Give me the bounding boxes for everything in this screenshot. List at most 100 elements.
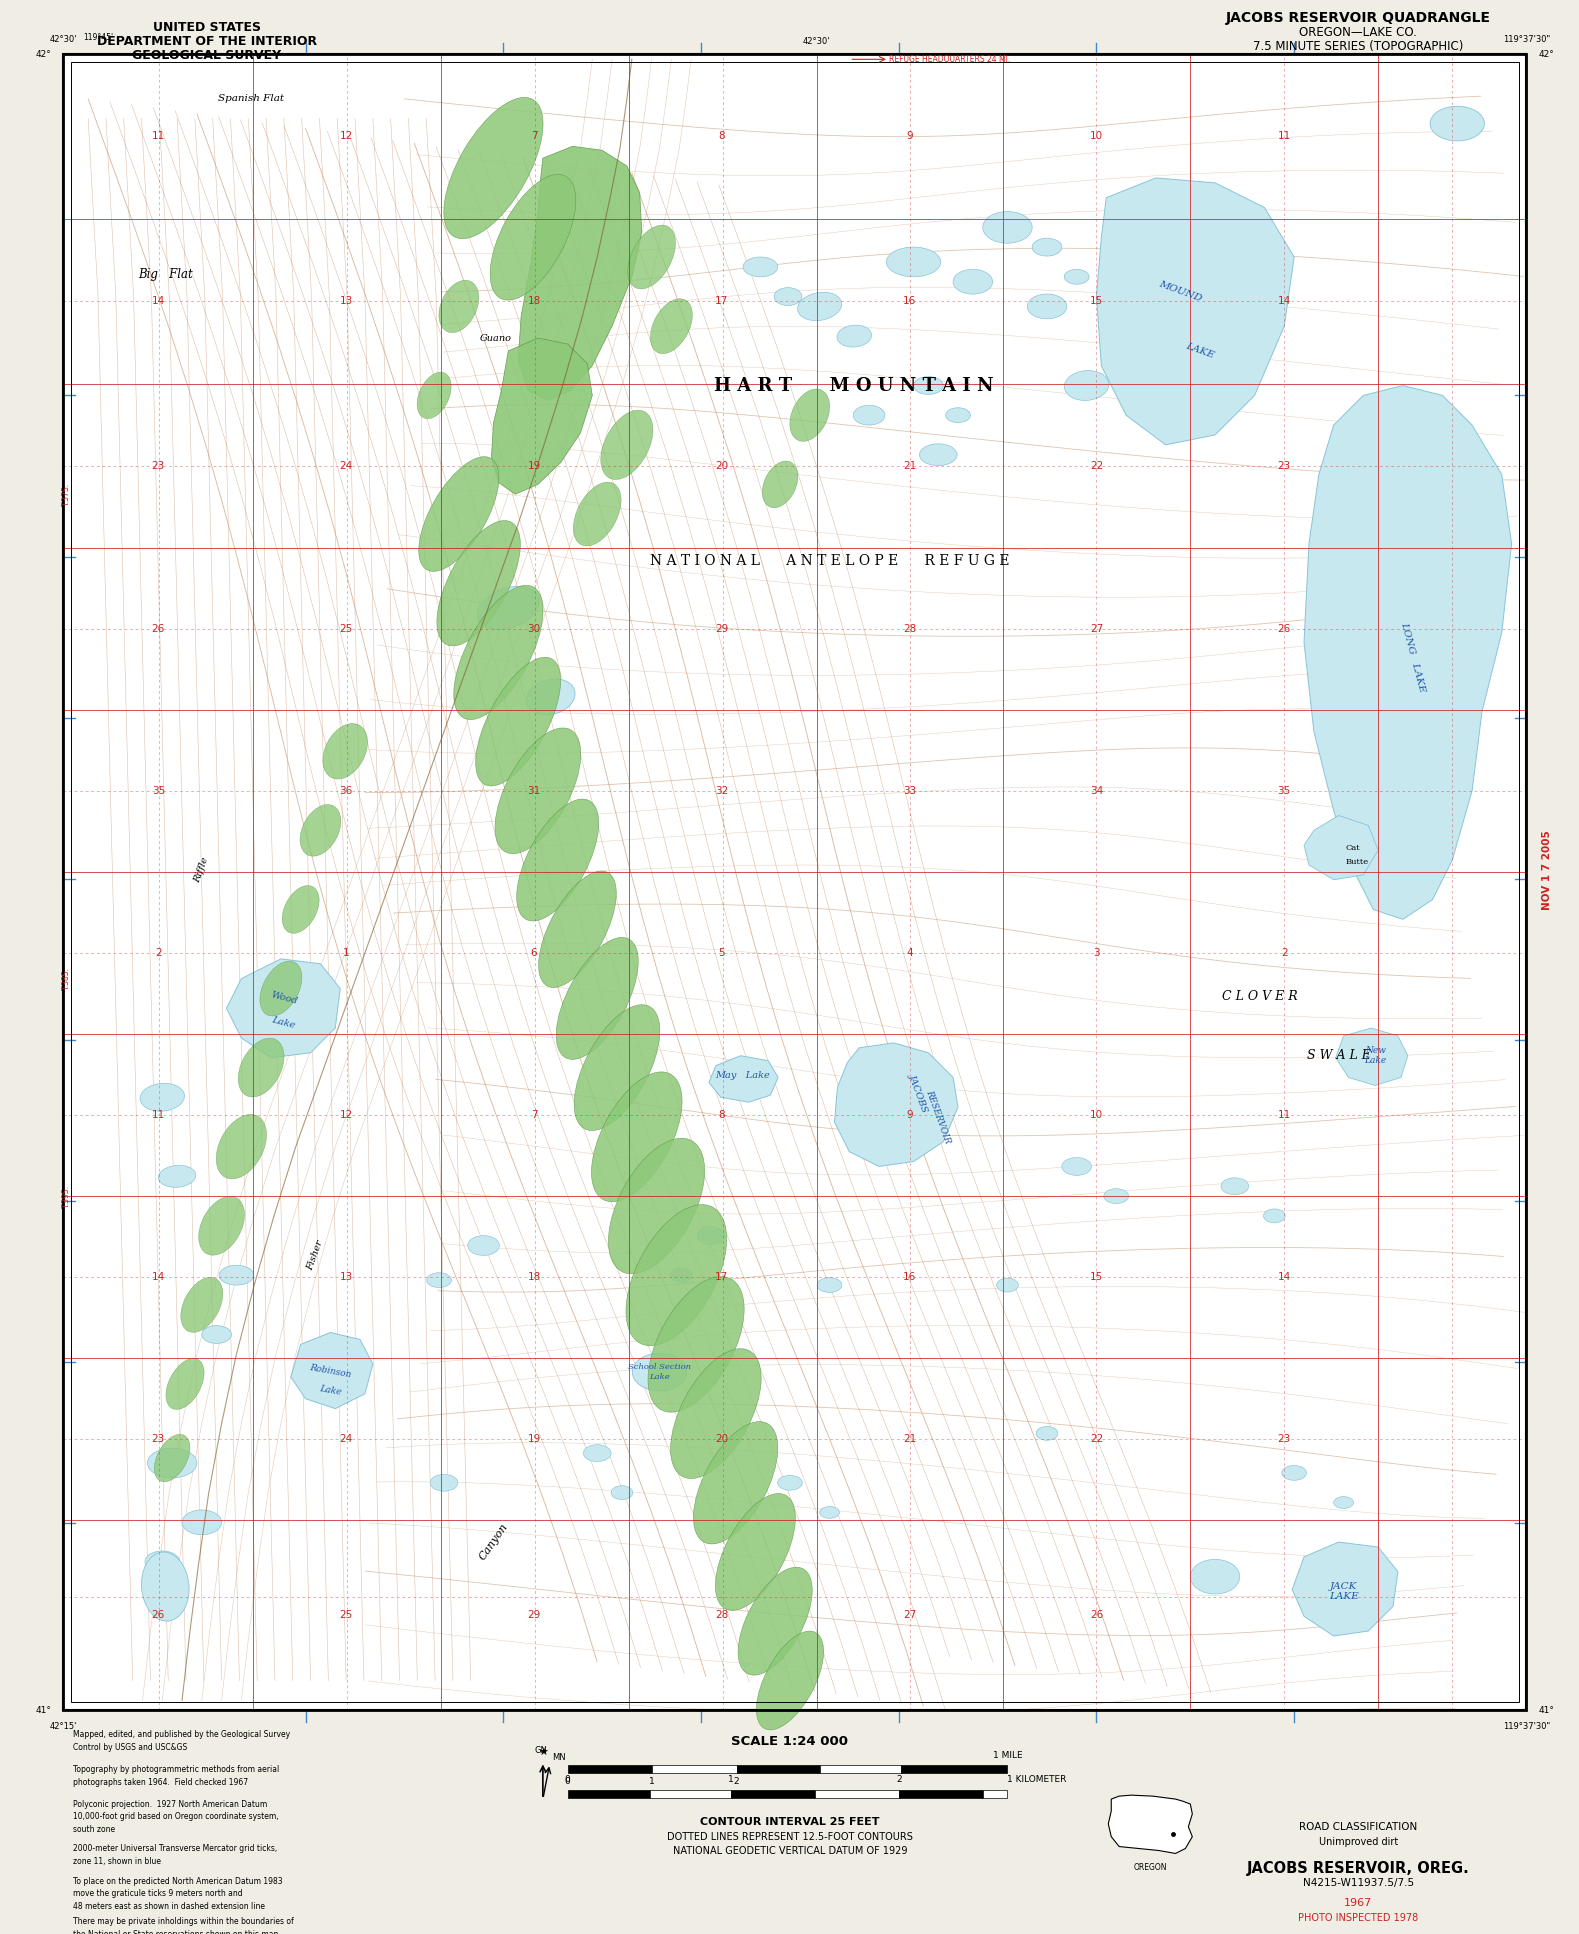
- Text: 16: 16: [903, 1273, 916, 1282]
- Ellipse shape: [982, 211, 1033, 244]
- Text: 35: 35: [1277, 785, 1292, 795]
- Ellipse shape: [853, 406, 884, 425]
- Ellipse shape: [575, 1006, 660, 1131]
- Ellipse shape: [1028, 294, 1067, 319]
- Text: JACOBS RESERVOIR, OREG.: JACOBS RESERVOIR, OREG.: [1247, 1861, 1470, 1876]
- Text: 28: 28: [715, 1611, 728, 1621]
- Text: Topography by photogrammetric methods from aerial: Topography by photogrammetric methods fr…: [73, 1766, 279, 1773]
- Text: zone 11, shown in blue: zone 11, shown in blue: [73, 1857, 161, 1866]
- Text: LONG   LAKE: LONG LAKE: [1399, 621, 1426, 694]
- Text: 25: 25: [339, 623, 352, 634]
- Text: 26: 26: [1277, 623, 1292, 634]
- Ellipse shape: [737, 1567, 812, 1675]
- Text: OREGON: OREGON: [1134, 1862, 1167, 1872]
- Ellipse shape: [914, 377, 943, 395]
- Ellipse shape: [142, 1553, 189, 1621]
- Ellipse shape: [744, 257, 777, 277]
- Text: 10: 10: [1090, 1110, 1104, 1120]
- Text: 16: 16: [903, 296, 916, 306]
- Ellipse shape: [166, 1358, 204, 1410]
- Text: 22: 22: [1090, 460, 1104, 470]
- Text: 21: 21: [903, 460, 916, 470]
- Text: 23: 23: [1277, 1435, 1292, 1445]
- Text: S W A L E: S W A L E: [1307, 1050, 1371, 1062]
- Text: T.37S.: T.37S.: [62, 484, 71, 507]
- Text: 1 MILE: 1 MILE: [993, 1750, 1022, 1760]
- Text: 14: 14: [152, 1273, 164, 1282]
- Polygon shape: [1096, 178, 1295, 445]
- Ellipse shape: [300, 805, 341, 857]
- Text: 3: 3: [1093, 948, 1099, 957]
- Text: 42°: 42°: [1538, 50, 1554, 58]
- Ellipse shape: [573, 482, 621, 545]
- Text: 1: 1: [728, 1775, 734, 1785]
- Text: 119°37'30": 119°37'30": [1503, 1721, 1551, 1731]
- Text: 7: 7: [531, 1110, 537, 1120]
- Ellipse shape: [837, 325, 872, 346]
- Text: 33: 33: [903, 785, 916, 795]
- Ellipse shape: [1191, 1559, 1240, 1594]
- Text: UNITED STATES: UNITED STATES: [153, 21, 261, 35]
- Ellipse shape: [919, 443, 957, 466]
- Text: SCALE 1:24 000: SCALE 1:24 000: [731, 1735, 848, 1748]
- Polygon shape: [226, 959, 339, 1058]
- Text: 42°15': 42°15': [51, 1721, 77, 1731]
- Bar: [652, 1766, 737, 1773]
- Text: 10: 10: [1090, 132, 1104, 141]
- Text: 2: 2: [155, 948, 161, 957]
- Ellipse shape: [426, 1273, 452, 1288]
- Ellipse shape: [818, 1278, 842, 1292]
- Polygon shape: [1304, 385, 1511, 919]
- Text: 2: 2: [895, 1775, 902, 1785]
- Text: 26: 26: [152, 623, 164, 634]
- Ellipse shape: [696, 1226, 725, 1245]
- Ellipse shape: [777, 1476, 802, 1491]
- Text: 12: 12: [339, 1110, 352, 1120]
- Ellipse shape: [219, 1265, 254, 1284]
- Text: GEOLOGICAL SURVEY: GEOLOGICAL SURVEY: [133, 48, 281, 62]
- Bar: [898, 1791, 982, 1799]
- Text: 21: 21: [903, 1435, 916, 1445]
- Text: 10,000-foot grid based on Oregon coordinate system,: 10,000-foot grid based on Oregon coordin…: [73, 1812, 279, 1822]
- Ellipse shape: [261, 961, 302, 1015]
- Ellipse shape: [583, 1445, 611, 1462]
- Text: 2: 2: [734, 1777, 739, 1787]
- Ellipse shape: [820, 1507, 840, 1518]
- Text: RESERVOIR: RESERVOIR: [924, 1089, 952, 1145]
- Ellipse shape: [647, 1276, 744, 1412]
- Text: 25: 25: [339, 1611, 352, 1621]
- Text: T.38S.: T.38S.: [62, 967, 71, 990]
- Ellipse shape: [467, 1236, 499, 1255]
- Text: 18: 18: [527, 1273, 540, 1282]
- Ellipse shape: [283, 886, 319, 934]
- Text: 8: 8: [718, 1110, 725, 1120]
- Text: 42°30': 42°30': [49, 35, 77, 44]
- Text: 20: 20: [715, 460, 728, 470]
- Ellipse shape: [202, 1325, 232, 1344]
- Polygon shape: [1304, 816, 1378, 880]
- Text: 11: 11: [1277, 1110, 1292, 1120]
- Ellipse shape: [632, 1354, 687, 1391]
- Text: School Section
Lake: School Section Lake: [628, 1363, 692, 1381]
- Text: move the graticule ticks 9 meters north and: move the graticule ticks 9 meters north …: [73, 1890, 243, 1899]
- Text: 27: 27: [903, 1611, 916, 1621]
- Ellipse shape: [1064, 371, 1108, 400]
- Bar: [982, 1791, 1007, 1799]
- Bar: [63, 54, 1527, 1710]
- Text: 23: 23: [1277, 460, 1292, 470]
- Text: 1: 1: [343, 948, 349, 957]
- Text: 19: 19: [527, 460, 540, 470]
- Text: T.39S.: T.39S.: [62, 1186, 71, 1207]
- Ellipse shape: [608, 1139, 704, 1275]
- Text: 9: 9: [906, 132, 913, 141]
- Text: Riffle: Riffle: [193, 857, 210, 884]
- Ellipse shape: [763, 460, 797, 509]
- Text: New
Lake: New Lake: [1364, 1046, 1386, 1066]
- Text: 27: 27: [1090, 623, 1104, 634]
- Text: 31: 31: [527, 785, 540, 795]
- Text: MOUND: MOUND: [1157, 280, 1203, 304]
- Text: 0: 0: [565, 1777, 570, 1787]
- Text: 1: 1: [649, 1777, 654, 1787]
- Ellipse shape: [886, 248, 941, 277]
- Text: 42°30': 42°30': [804, 37, 831, 46]
